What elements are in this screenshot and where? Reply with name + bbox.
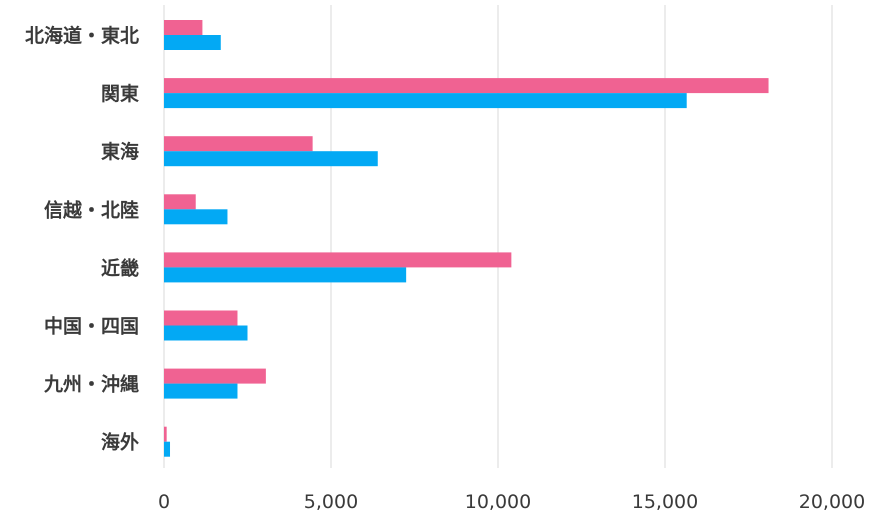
x-tick-label: 0 <box>158 491 170 513</box>
gridlines <box>163 5 833 468</box>
bar-series-2 <box>164 35 221 50</box>
category-label: 九州・沖縄 <box>43 373 139 396</box>
bar-series-2 <box>164 325 248 341</box>
bars <box>164 20 769 457</box>
category-label: 海外 <box>101 431 139 454</box>
bar-series-1 <box>164 78 769 94</box>
category-label: 関東 <box>101 82 139 105</box>
bar-series-2 <box>164 441 171 457</box>
x-tick-label: 20,000 <box>799 491 865 513</box>
bar-series-2 <box>164 151 378 167</box>
x-tick-label: 15,000 <box>632 491 698 513</box>
bar-series-1 <box>164 136 313 152</box>
x-tick-label: 5,000 <box>304 491 358 513</box>
bar-series-1 <box>164 426 167 442</box>
bar-series-1 <box>164 194 196 210</box>
category-label: 信越・北陸 <box>44 198 139 221</box>
category-label: 中国・四国 <box>44 315 139 338</box>
x-tick-label: 10,000 <box>465 491 531 513</box>
category-label: 近畿 <box>101 256 139 279</box>
bar-series-2 <box>164 93 687 109</box>
bar-series-1 <box>164 310 238 326</box>
bar-series-1 <box>164 368 266 384</box>
bar-series-2 <box>164 209 228 225</box>
bar-series-2 <box>164 267 407 283</box>
category-label: 東海 <box>101 140 139 163</box>
bar-series-1 <box>164 252 512 268</box>
bar-series-2 <box>164 383 238 399</box>
bar-series-1 <box>164 20 203 35</box>
category-label: 北海道・東北 <box>25 24 139 47</box>
x-tick-labels: 0 5,000 10,000 15,000 20,000 <box>158 491 865 513</box>
